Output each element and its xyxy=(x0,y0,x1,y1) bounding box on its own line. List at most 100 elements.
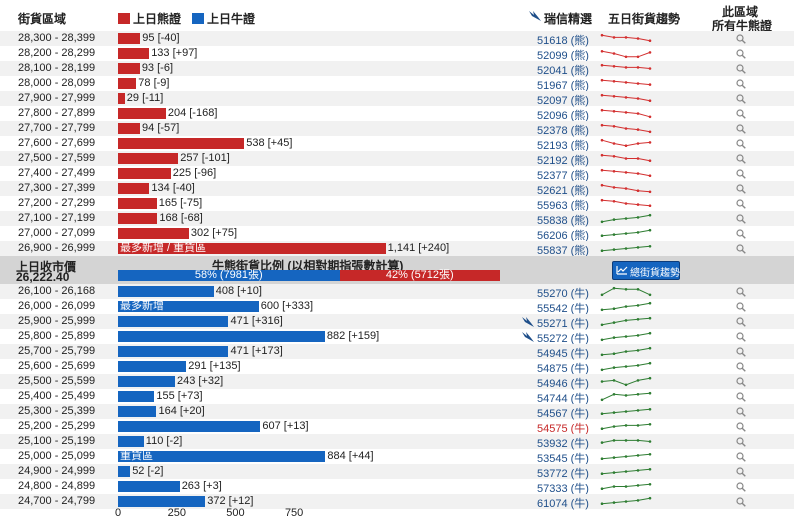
search-icon[interactable] xyxy=(736,332,746,342)
value-label: 165 [-75] xyxy=(158,197,203,209)
trend-point xyxy=(600,138,604,142)
trend-point xyxy=(648,174,652,177)
bear-row: 28,300 - 28,399 95 [-40] 51618 (熊) xyxy=(0,31,794,47)
total-trend-button[interactable]: 總街貨趨勢 xyxy=(612,261,680,280)
warrant-code[interactable]: 57333 (牛) xyxy=(537,483,589,495)
trend-point xyxy=(648,190,652,194)
search-icon[interactable] xyxy=(736,347,746,357)
trend-point xyxy=(612,80,616,83)
search-icon[interactable] xyxy=(736,64,746,74)
warrant-code[interactable]: 53772 (牛) xyxy=(537,468,589,480)
bull-row: 25,700 - 25,799 471 [+173] 54945 (牛) xyxy=(0,344,794,360)
warrant-code[interactable]: 61074 (牛) xyxy=(537,498,589,510)
trend-point xyxy=(600,487,604,490)
trend-point xyxy=(648,408,652,411)
search-icon[interactable] xyxy=(736,467,746,477)
warrant-code[interactable]: 54946 (牛) xyxy=(537,378,589,390)
trend-point xyxy=(612,155,616,158)
value-label: 607 [+13] xyxy=(262,420,309,432)
warrant-code[interactable]: 55272 (牛) xyxy=(537,333,589,345)
legend-bear-label: 上日熊證 xyxy=(133,12,182,26)
warrant-code[interactable]: 54567 (牛) xyxy=(537,408,589,420)
search-icon[interactable] xyxy=(736,377,746,387)
warrant-code[interactable]: 55963 (熊) xyxy=(537,200,589,212)
warrant-code[interactable]: 52097 (熊) xyxy=(537,95,589,107)
warrant-code[interactable]: 52096 (熊) xyxy=(537,110,589,122)
trend-point xyxy=(636,424,640,427)
search-icon[interactable] xyxy=(736,169,746,179)
trend-point xyxy=(636,112,640,115)
warrant-code[interactable]: 53545 (牛) xyxy=(537,453,589,465)
issuer-logo-icon xyxy=(529,10,541,24)
trend-point xyxy=(636,128,640,131)
search-icon[interactable] xyxy=(736,109,746,119)
search-icon[interactable] xyxy=(736,317,746,327)
search-icon[interactable] xyxy=(736,287,746,297)
search-icon[interactable] xyxy=(736,362,746,372)
warrant-code[interactable]: 54945 (牛) xyxy=(537,348,589,360)
search-icon[interactable] xyxy=(736,139,746,149)
warrant-code[interactable]: 54744 (牛) xyxy=(537,393,589,405)
search-icon[interactable] xyxy=(736,79,746,89)
trend-point xyxy=(612,110,616,113)
trend-point xyxy=(648,51,652,54)
value-label: 155 [+73] xyxy=(156,390,203,402)
trend-point xyxy=(612,248,616,251)
warrant-code[interactable]: 56206 (熊) xyxy=(537,230,589,242)
warrant-code[interactable]: 52192 (熊) xyxy=(537,155,589,167)
search-icon[interactable] xyxy=(736,214,746,224)
trend-point xyxy=(624,232,628,235)
value-label: 134 [-40] xyxy=(151,182,195,194)
search-icon[interactable] xyxy=(736,392,746,402)
search-icon[interactable] xyxy=(736,154,746,164)
search-icon[interactable] xyxy=(736,124,746,134)
range-label: 25,200 - 25,299 xyxy=(18,420,96,432)
trend-point xyxy=(612,411,616,414)
warrant-code[interactable]: 55838 (熊) xyxy=(537,215,589,227)
trend-point xyxy=(624,111,628,114)
search-icon[interactable] xyxy=(736,244,746,254)
search-icon[interactable] xyxy=(736,49,746,59)
trend-point xyxy=(624,394,628,397)
trend-point xyxy=(612,471,616,474)
trend-point xyxy=(636,66,640,69)
search-icon[interactable] xyxy=(736,482,746,492)
warrant-code[interactable]: 52377 (熊) xyxy=(537,170,589,182)
warrant-code[interactable]: 52621 (熊) xyxy=(537,185,589,197)
warrant-code[interactable]: 55542 (牛) xyxy=(537,303,589,315)
search-icon[interactable] xyxy=(736,94,746,104)
trend-point xyxy=(612,142,616,145)
warrant-code[interactable]: 52099 (熊) xyxy=(537,50,589,62)
search-icon[interactable] xyxy=(736,452,746,462)
search-icon[interactable] xyxy=(736,199,746,209)
search-icon[interactable] xyxy=(736,302,746,312)
warrant-code[interactable]: 55837 (熊) xyxy=(537,245,589,257)
search-icon[interactable] xyxy=(736,184,746,194)
trend-point xyxy=(636,97,640,100)
warrant-code[interactable]: 55271 (牛) xyxy=(537,318,589,330)
range-label: 28,200 - 28,299 xyxy=(18,47,96,59)
warrant-code[interactable]: 54575 (牛) xyxy=(537,423,589,435)
search-icon[interactable] xyxy=(736,229,746,239)
search-icon[interactable] xyxy=(736,422,746,432)
search-icon[interactable] xyxy=(736,34,746,44)
value-label: 257 [-101] xyxy=(180,152,230,164)
warrant-code[interactable]: 52041 (熊) xyxy=(537,65,589,77)
search-icon[interactable] xyxy=(736,437,746,447)
warrant-code[interactable]: 52378 (熊) xyxy=(537,125,589,137)
warrant-code[interactable]: 51967 (熊) xyxy=(537,80,589,92)
trend-point xyxy=(624,81,628,84)
warrant-code[interactable]: 51618 (熊) xyxy=(537,35,589,47)
warrant-code[interactable]: 52193 (熊) xyxy=(537,140,589,152)
value-label: 225 [-96] xyxy=(172,167,217,179)
trend-point xyxy=(624,485,628,488)
warrant-code[interactable]: 54875 (牛) xyxy=(537,363,589,375)
warrant-code[interactable]: 55270 (牛) xyxy=(537,288,589,300)
search-icon[interactable] xyxy=(736,407,746,417)
range-label: 27,300 - 27,399 xyxy=(18,182,96,194)
value-label: 93 [-6] xyxy=(141,62,173,74)
warrant-code[interactable]: 53932 (牛) xyxy=(537,438,589,450)
search-icon[interactable] xyxy=(736,497,746,507)
trend-point xyxy=(612,200,616,203)
trend-point xyxy=(624,247,628,250)
